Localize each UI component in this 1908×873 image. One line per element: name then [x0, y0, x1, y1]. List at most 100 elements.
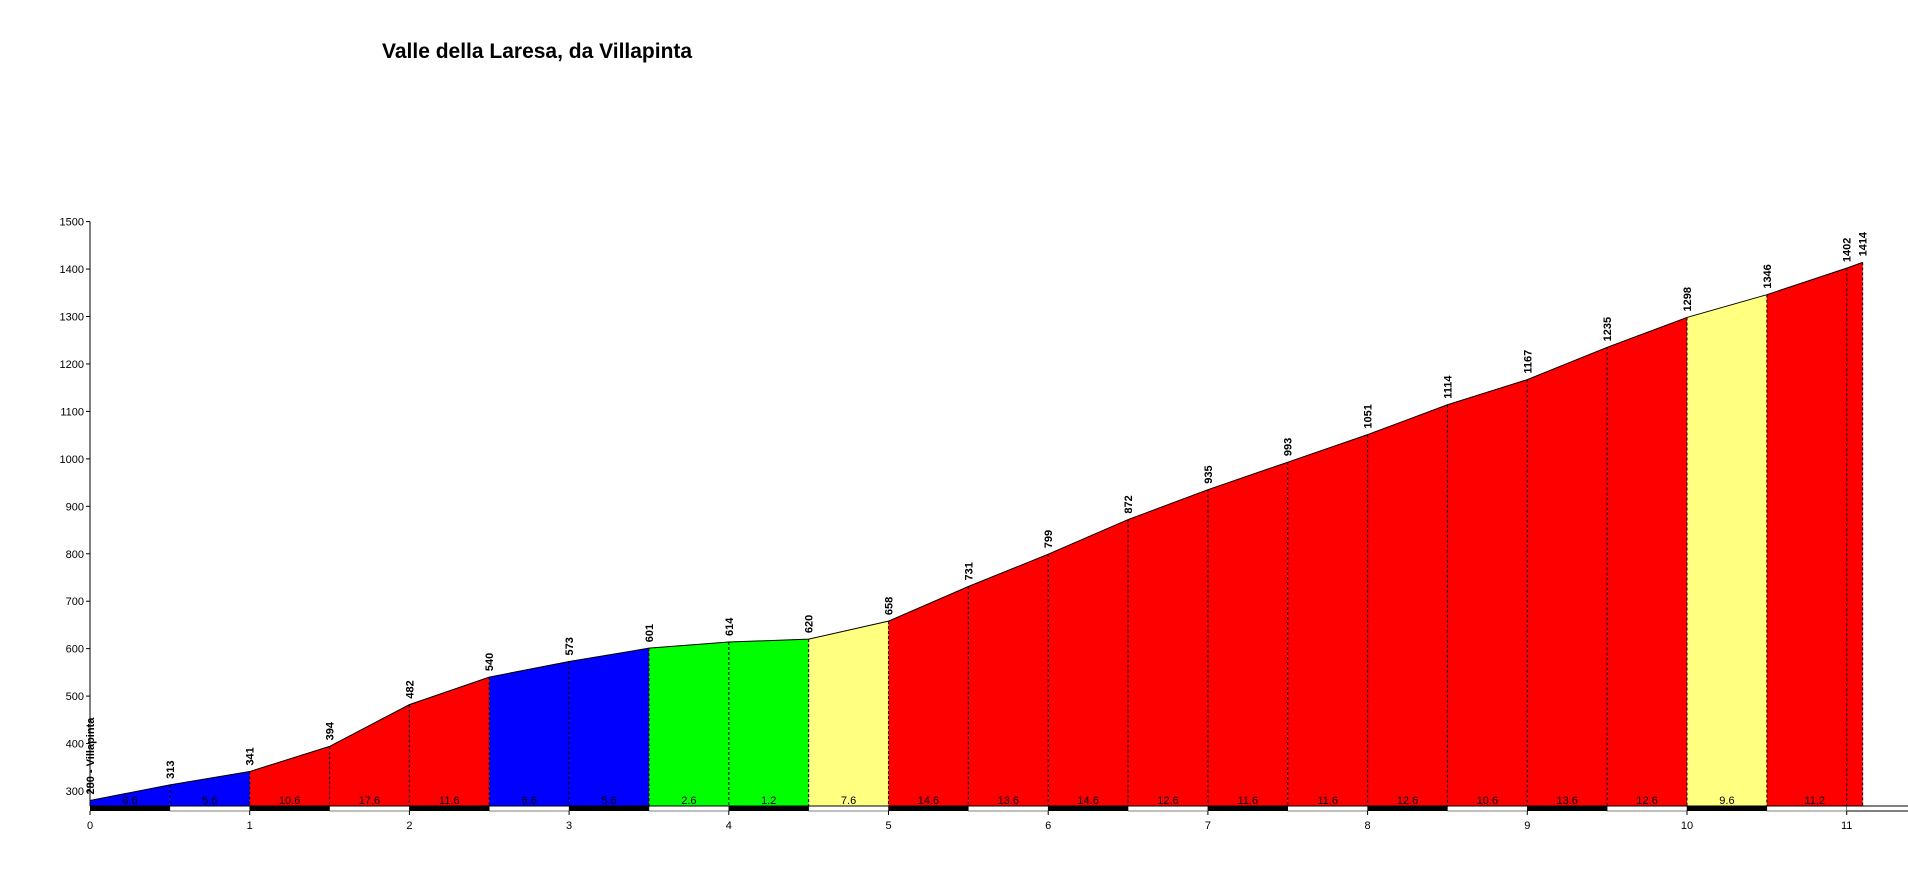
- elevation-label: 540: [484, 653, 496, 671]
- y-tick-label: 800: [66, 549, 84, 561]
- gradient-label: 13.6: [1557, 795, 1578, 807]
- gradient-label: 17.6: [359, 795, 380, 807]
- y-tick-label: 1000: [60, 454, 84, 466]
- elevation-label: 573: [564, 637, 576, 655]
- elevation-labels: 280 - Villapinta 313 341 394 482 540 573 601 614…: [85, 231, 1870, 794]
- chart-title: Valle della Laresa, da Villapinta: [382, 40, 693, 63]
- elevation-label: 394: [325, 721, 337, 740]
- profile-segment: [888, 586, 969, 806]
- gradient-label: 11.6: [439, 795, 460, 807]
- elevation-label: 1298: [1682, 287, 1694, 311]
- profile-segment: [1607, 317, 1687, 806]
- gradient-label: 11.6: [1238, 795, 1259, 807]
- y-tick-label: 600: [66, 644, 84, 656]
- x-tick-label: 1: [247, 820, 253, 832]
- profile-segment: [249, 746, 330, 806]
- gradient-label: 12.6: [1157, 795, 1178, 807]
- profile-segment: [489, 661, 570, 806]
- elevation-label: 313: [165, 760, 177, 778]
- km-bar-dark: [1367, 806, 1448, 811]
- km-bar-dark: [249, 806, 330, 811]
- elevation-label: 993: [1283, 438, 1295, 456]
- x-tick-label: 9: [1524, 820, 1530, 832]
- gradient-label: 9.6: [1719, 795, 1734, 807]
- profile-segment: [90, 784, 170, 806]
- x-ticks: 0 1 2 3 4 5 6 7 8 9 10 11: [87, 811, 1852, 832]
- profile-segment: [968, 554, 1049, 806]
- km-bar-dark: [90, 806, 170, 811]
- gradient-label: 11.6: [1317, 795, 1338, 807]
- x-tick-label: 4: [726, 820, 732, 832]
- y-ticks: 300 400 500 600 700 800 900 1000 1100 1200 1300 140…: [60, 217, 90, 798]
- gradient-label: 2.6: [681, 795, 696, 807]
- profile-segment: [1048, 519, 1129, 806]
- y-tick-label: 1300: [60, 312, 84, 324]
- x-tick-label: 11: [1841, 820, 1852, 832]
- km-bar-dark: [1207, 806, 1288, 811]
- elevation-label: 1346: [1762, 264, 1774, 288]
- km-bar-dark: [888, 806, 969, 811]
- profile-segment: [1766, 262, 1863, 807]
- gradient-label: 12.6: [1636, 795, 1657, 807]
- x-tick-label: 10: [1681, 820, 1693, 832]
- profile-segment: [169, 771, 250, 806]
- y-tick-label: 500: [66, 691, 84, 703]
- x-tick-label: 2: [406, 820, 412, 832]
- x-tick-label: 8: [1365, 820, 1371, 832]
- x-tick-label: 0: [87, 820, 93, 832]
- x-tick-label: 7: [1205, 820, 1211, 832]
- km-bar: [90, 805, 1847, 812]
- gradient-label: 7.6: [841, 795, 856, 807]
- elevation-label: 935: [1203, 465, 1215, 483]
- gradient-label: 12.6: [1397, 795, 1418, 807]
- elevation-label: 1167: [1522, 350, 1534, 374]
- y-tick-label: 700: [66, 596, 84, 608]
- gradient-label: 6.6: [122, 795, 137, 807]
- gradient-label: 10.6: [1477, 795, 1498, 807]
- km-bar-dark: [1687, 806, 1767, 811]
- elevation-label: 1235: [1602, 317, 1614, 341]
- profile-segment: [1128, 489, 1208, 806]
- profile-segment: [1207, 462, 1288, 806]
- gradient-label: 5.6: [601, 795, 616, 807]
- elevation-label: 620: [804, 615, 816, 633]
- km-bar-dark: [728, 806, 809, 811]
- km-bar-dark: [569, 806, 649, 811]
- elevation-label: 601: [644, 624, 656, 642]
- profile-segment: [569, 648, 649, 806]
- y-tick-label: 400: [66, 739, 84, 751]
- profile-segment: [409, 677, 490, 806]
- gradient-label: 5.6: [202, 795, 217, 807]
- gradient-label: 14.6: [1077, 795, 1098, 807]
- y-tick-label: 1400: [60, 264, 84, 276]
- x-tick-label: 3: [566, 820, 572, 832]
- y-tick-label: 1500: [60, 217, 84, 229]
- elevation-label: 1414: [1858, 231, 1870, 256]
- profile-segment: [1527, 347, 1608, 806]
- gradient-label: 11.2: [1804, 795, 1825, 807]
- profile-segment: [648, 642, 729, 806]
- y-tick-label: 1100: [60, 406, 84, 418]
- elevation-label: 341: [245, 747, 257, 765]
- elevation-label: 1402: [1842, 238, 1854, 262]
- elevation-label: 280 - Villapinta: [85, 717, 97, 795]
- profile-segment: [1287, 434, 1368, 806]
- gradient-label: 14.6: [918, 795, 939, 807]
- y-tick-label: 300: [66, 786, 84, 798]
- profile-segment: [1367, 404, 1448, 806]
- segment-dividers: [169, 262, 1864, 806]
- x-tick-label: 5: [885, 820, 891, 832]
- profile-segments: [90, 262, 1863, 807]
- elevation-label: 872: [1123, 495, 1135, 513]
- elevation-label: 1051: [1363, 404, 1375, 428]
- elevation-label: 731: [963, 562, 975, 580]
- profile-segment: [329, 704, 410, 806]
- km-bar-dark: [1048, 806, 1129, 811]
- gradient-label: 10.6: [279, 795, 300, 807]
- elevation-label: 1114: [1442, 375, 1454, 399]
- gradient-label: 1.2: [761, 795, 776, 807]
- elevation-label: 614: [724, 617, 736, 636]
- elevation-label: 799: [1043, 530, 1055, 548]
- gradient-label: 6.6: [522, 795, 537, 807]
